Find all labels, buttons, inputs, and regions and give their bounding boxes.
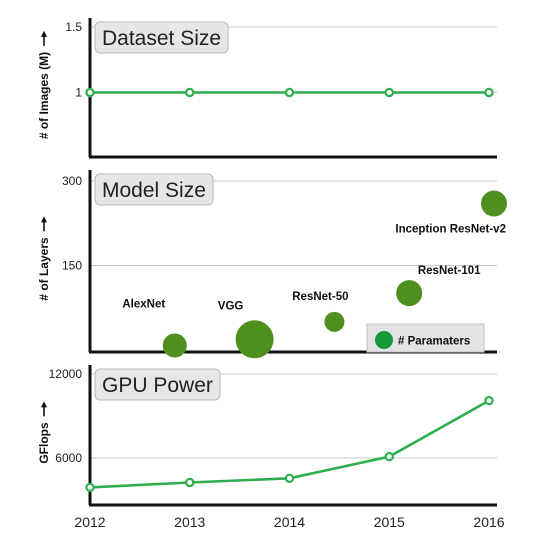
- bubble-label: Inception ResNet-v2: [395, 224, 506, 236]
- legend-label: # Paramaters: [398, 336, 470, 348]
- data-point: [85, 87, 95, 98]
- data-point: [284, 473, 295, 483]
- panel-title-box: GPU Power: [94, 368, 221, 401]
- bubble-label: ResNet-101: [418, 265, 481, 277]
- panel-title-box: Dataset Size: [94, 21, 229, 54]
- data-point: [284, 87, 295, 98]
- data-point: [384, 87, 394, 98]
- data-point: [85, 482, 95, 493]
- bubble-label: ResNet-50: [292, 291, 348, 303]
- panel-title-background: [94, 368, 221, 401]
- y-tick-label: 1: [75, 86, 82, 100]
- x-tick-label: 2014: [274, 514, 305, 530]
- panel-title-background: [94, 173, 214, 206]
- y-tick-label: 6000: [55, 451, 82, 465]
- y-tick-label: 1.5: [65, 20, 82, 34]
- bubble: [235, 320, 274, 359]
- bubble-label: VGG: [218, 300, 244, 312]
- data-point: [484, 395, 494, 406]
- x-tick-label: 2015: [374, 514, 405, 530]
- panel-2: 150 300 # of Layers Model Size AlexNet VGG Res…: [37, 170, 507, 359]
- panel-title: GPU Power: [102, 374, 213, 397]
- y-tick-label: 12000: [49, 367, 83, 381]
- bubble: [162, 333, 187, 358]
- bubble-label: AlexNet: [122, 298, 165, 310]
- panel-1: 1 1.5 # of Images (M) Dataset Size: [37, 18, 497, 159]
- y-tick-label: 150: [62, 259, 82, 273]
- data-point: [185, 87, 195, 98]
- x-tick-label: 2012: [74, 514, 105, 530]
- legend-swatch: [375, 331, 393, 349]
- x-tick-label: 2016: [473, 514, 504, 530]
- y-axis-label: GFlops: [37, 422, 51, 464]
- panel-title-box: Model Size: [94, 173, 214, 206]
- y-tick-label: 300: [62, 174, 82, 188]
- panel-title: Model Size: [102, 179, 206, 202]
- y-axis-label: # of Images (M): [37, 52, 51, 139]
- y-axis-label: # of Layers: [37, 237, 51, 301]
- x-tick-label: 2013: [174, 514, 205, 530]
- legend: # Paramaters: [366, 323, 485, 353]
- data-point: [384, 451, 394, 462]
- data-point: [185, 477, 195, 488]
- data-point: [484, 87, 494, 98]
- bubble: [324, 311, 345, 332]
- x-axis-ticks: 2012 2013 2014 2015 2016: [74, 514, 504, 530]
- panel-3: 6000 12000 GFlops GPU Power: [37, 365, 497, 507]
- bubble: [480, 190, 507, 217]
- panel-title: Dataset Size: [102, 27, 221, 50]
- bubble: [396, 280, 423, 307]
- panel-title-background: [94, 21, 229, 54]
